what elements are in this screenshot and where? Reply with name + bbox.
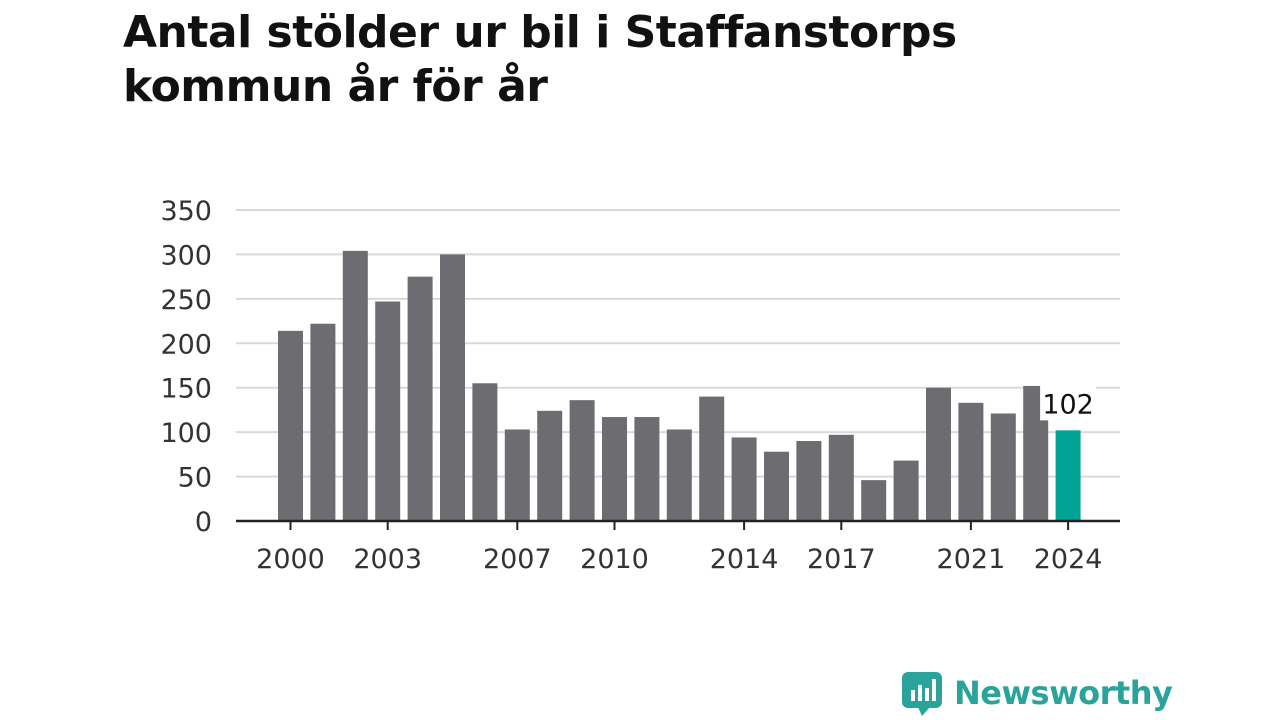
bar <box>569 400 595 521</box>
bar <box>1055 430 1081 521</box>
bar <box>893 460 919 521</box>
bar <box>310 323 336 521</box>
bar <box>828 434 854 521</box>
newsworthy-logo: Newsworthy <box>900 668 1173 718</box>
y-tick-label: 350 <box>160 196 212 227</box>
annotation-label: 102 <box>1042 389 1094 420</box>
y-tick-label: 300 <box>160 240 212 271</box>
logo-text: Newsworthy <box>954 674 1173 712</box>
bar <box>666 429 692 521</box>
bar <box>278 330 303 521</box>
chart-title-line-2: kommun år för år <box>123 61 548 112</box>
y-tick-label: 0 <box>195 507 212 538</box>
bar <box>342 250 368 522</box>
y-tick-label: 50 <box>178 463 212 494</box>
bar <box>440 254 465 521</box>
bar <box>764 451 789 521</box>
x-tick-label: 2017 <box>807 544 876 575</box>
bar <box>472 383 498 521</box>
x-tick-label: 2021 <box>937 544 1006 575</box>
bar <box>602 417 627 521</box>
bar <box>407 276 433 521</box>
x-tick-label: 2024 <box>1034 544 1103 575</box>
bar <box>926 387 951 521</box>
bar <box>537 410 563 521</box>
y-tick-label: 100 <box>160 418 212 449</box>
bar <box>796 441 822 521</box>
bar <box>990 413 1016 521</box>
bar <box>958 402 984 521</box>
x-tick-label: 2010 <box>580 544 649 575</box>
y-tick-label: 150 <box>160 374 212 405</box>
y-tick-label: 250 <box>160 285 212 316</box>
x-tick-label: 2000 <box>256 544 325 575</box>
bar <box>731 437 757 521</box>
x-tick-label: 2007 <box>483 544 552 575</box>
bar <box>375 301 401 521</box>
annotation-background <box>1040 385 1097 428</box>
bar <box>634 417 660 521</box>
bar-chart-speech-bubble-icon <box>902 672 942 716</box>
bar <box>699 396 725 521</box>
chart-title: Antal stölder ur bil i Staffanstorps kom… <box>123 6 1123 114</box>
bar <box>861 480 887 521</box>
y-tick-label: 200 <box>160 329 212 360</box>
bar <box>504 429 530 521</box>
x-tick-label: 2014 <box>710 544 779 575</box>
chart-title-line-1: Antal stölder ur bil i Staffanstorps <box>123 7 957 58</box>
x-tick-label: 2003 <box>353 544 422 575</box>
